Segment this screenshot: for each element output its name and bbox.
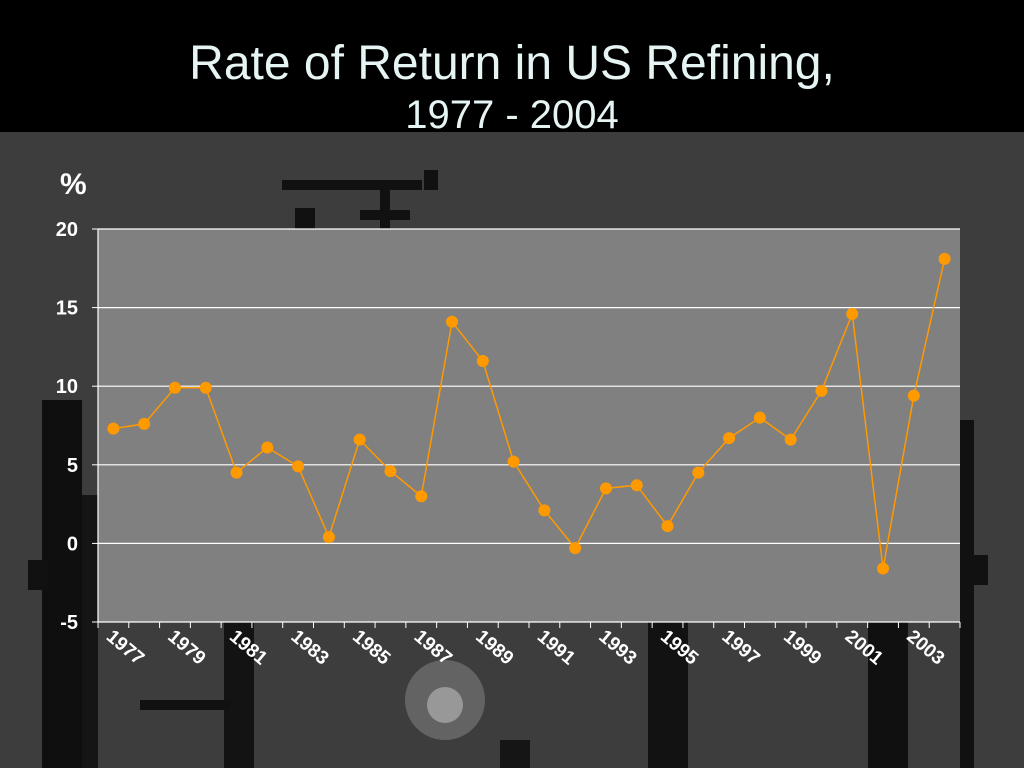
series-line	[113, 258, 946, 569]
x-tick-label: 1993	[595, 626, 641, 669]
data-point	[415, 490, 428, 503]
slide-title: Rate of Return in US Refining, 1977 - 20…	[0, 38, 1024, 140]
title-line-1: Rate of Return in US Refining,	[189, 37, 835, 90]
x-tick-label: 2001	[841, 626, 887, 670]
data-point	[569, 542, 582, 555]
y-tick-label: -5	[60, 612, 78, 634]
data-point	[630, 479, 643, 492]
data-point	[138, 417, 151, 430]
data-point	[877, 562, 890, 575]
y-tick-label: 15	[56, 298, 78, 320]
x-tick-label: 1989	[471, 626, 517, 669]
data-point	[938, 252, 951, 265]
data-point	[907, 389, 920, 402]
data-point	[846, 307, 859, 320]
data-point	[199, 381, 212, 394]
x-tick-label: 1977	[102, 626, 148, 669]
data-point	[230, 466, 243, 479]
x-tick-label: 1995	[656, 626, 702, 670]
data-point	[292, 460, 305, 473]
data-point	[723, 432, 736, 445]
data-point	[784, 433, 797, 446]
plot-area	[98, 229, 960, 622]
title-band	[0, 0, 1024, 132]
x-tick-label: 1985	[348, 626, 394, 670]
data-point	[261, 441, 274, 454]
data-point	[753, 411, 766, 424]
data-point	[815, 384, 828, 397]
x-tick-label: 1991	[533, 626, 579, 670]
y-tick-label: 10	[56, 376, 78, 398]
y-axis-unit-label: %	[60, 168, 87, 201]
data-point	[384, 465, 397, 478]
data-point	[353, 433, 366, 446]
x-tick-label: 1987	[410, 626, 456, 669]
x-tick-label: 1981	[225, 626, 271, 670]
data-point	[507, 455, 520, 468]
x-tick-label: 1999	[779, 626, 825, 669]
x-tick-label: 1997	[718, 626, 764, 669]
data-point	[107, 422, 120, 435]
data-point	[599, 482, 612, 495]
data-point	[168, 381, 181, 394]
y-tick-label: 20	[56, 219, 78, 241]
data-point	[322, 531, 335, 544]
x-tick-label: 2003	[902, 626, 948, 669]
data-point	[538, 504, 551, 517]
x-tick-label: 1979	[164, 626, 210, 669]
x-tick-label: 1983	[287, 626, 333, 669]
data-point	[446, 315, 459, 328]
title-line-2: 1977 - 2004	[405, 93, 619, 137]
data-point	[661, 520, 674, 533]
y-tick-label: 0	[67, 533, 78, 555]
data-point	[692, 466, 705, 479]
data-point	[476, 355, 489, 368]
y-tick-label: 5	[67, 455, 78, 477]
